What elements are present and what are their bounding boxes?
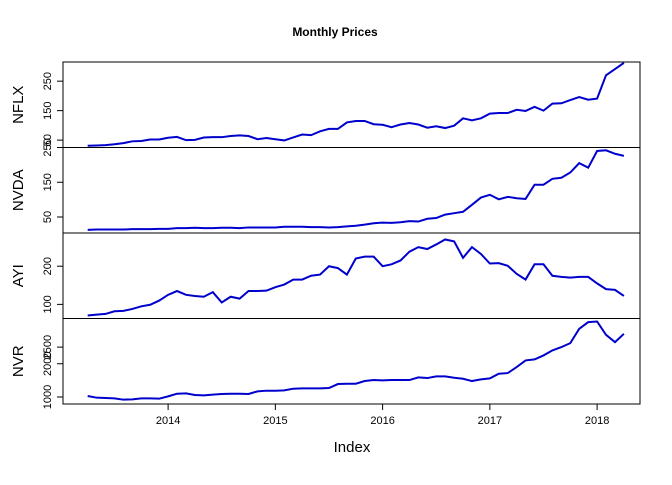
price-line bbox=[87, 62, 625, 147]
x-tick-label: 2015 bbox=[263, 415, 287, 427]
x-tick-label: 2017 bbox=[478, 415, 502, 427]
panel-frame bbox=[62, 318, 641, 405]
y-tick-label: 100 bbox=[42, 295, 54, 313]
x-tick-label: 2018 bbox=[585, 415, 609, 427]
y-tick-label: 1000 bbox=[42, 385, 54, 409]
y-tick-label: 250 bbox=[42, 72, 54, 90]
y-axis-label: AYI bbox=[10, 264, 27, 287]
price-line bbox=[87, 149, 625, 231]
y-tick-label: 150 bbox=[42, 101, 54, 119]
x-axis-label: Index bbox=[334, 439, 371, 456]
y-axis-label: NFLX bbox=[10, 86, 27, 124]
x-tick-label: 2016 bbox=[370, 415, 394, 427]
y-axis-label: NVDA bbox=[10, 169, 27, 211]
price-line bbox=[87, 320, 625, 401]
y-axis-label: NVR bbox=[10, 345, 27, 377]
y-tick-label: 50 bbox=[42, 134, 54, 146]
y-tick-label: 2500 bbox=[42, 335, 54, 359]
chart-title: Monthly Prices bbox=[292, 25, 378, 39]
y-tick-label: 200 bbox=[42, 257, 54, 275]
price-line bbox=[87, 238, 625, 317]
x-tick-label: 2014 bbox=[156, 415, 180, 427]
y-tick-label: 50 bbox=[42, 211, 54, 223]
y-tick-label: 150 bbox=[42, 173, 54, 191]
y-tick-label: 2000 bbox=[42, 352, 54, 376]
y-tick-label: 250 bbox=[42, 138, 54, 156]
